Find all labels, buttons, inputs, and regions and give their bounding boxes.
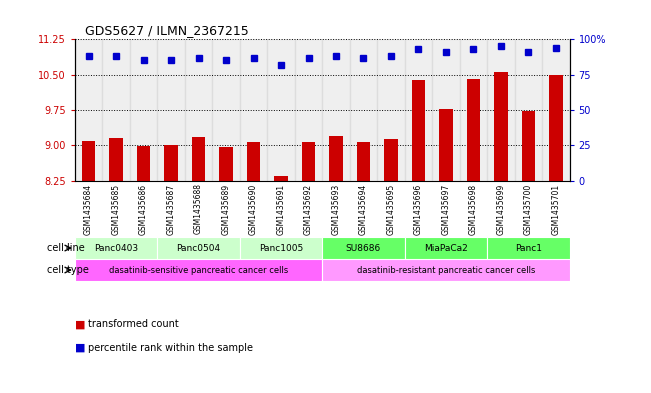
Text: Panc0403: Panc0403 [94, 244, 138, 253]
Bar [357, 142, 370, 180]
Text: GSM1435689: GSM1435689 [221, 184, 230, 235]
Text: percentile rank within the sample: percentile rank within the sample [88, 343, 253, 353]
Bar [301, 142, 315, 180]
Bar [240, 39, 268, 180]
Bar [405, 237, 487, 259]
Bar [377, 39, 405, 180]
Bar [295, 39, 322, 180]
Bar [130, 39, 158, 180]
Bar [212, 39, 240, 180]
Bar [322, 39, 350, 180]
Bar [405, 39, 432, 180]
Text: GSM1435686: GSM1435686 [139, 184, 148, 235]
Text: GSM1435699: GSM1435699 [497, 184, 505, 235]
Bar [521, 111, 535, 180]
Bar [164, 145, 178, 180]
Text: cell type: cell type [48, 265, 89, 275]
Bar [384, 139, 398, 180]
Bar [82, 141, 96, 180]
Text: ■: ■ [75, 343, 85, 353]
Bar [274, 176, 288, 180]
Bar [439, 108, 453, 180]
Text: GSM1435693: GSM1435693 [331, 184, 340, 235]
Text: GSM1435695: GSM1435695 [387, 184, 395, 235]
Bar [75, 39, 102, 180]
Bar [102, 39, 130, 180]
Text: GSM1435694: GSM1435694 [359, 184, 368, 235]
Bar [487, 237, 570, 259]
Text: GSM1435698: GSM1435698 [469, 184, 478, 235]
Text: SU8686: SU8686 [346, 244, 381, 253]
Bar [515, 39, 542, 180]
Text: cell line: cell line [48, 243, 85, 253]
Text: GSM1435688: GSM1435688 [194, 184, 203, 234]
Bar [109, 138, 123, 180]
Bar [467, 79, 480, 180]
Bar [75, 259, 322, 281]
Bar [137, 146, 150, 180]
Bar [219, 147, 233, 180]
Text: GSM1435685: GSM1435685 [111, 184, 120, 235]
Text: GSM1435697: GSM1435697 [441, 184, 450, 235]
Bar [411, 80, 425, 180]
Bar [191, 137, 206, 180]
Text: GSM1435701: GSM1435701 [551, 184, 561, 235]
Text: GSM1435696: GSM1435696 [414, 184, 423, 235]
Text: GDS5627 / ILMN_2367215: GDS5627 / ILMN_2367215 [85, 24, 249, 37]
Bar [542, 39, 570, 180]
Bar [185, 39, 212, 180]
Text: dasatinib-sensitive pancreatic cancer cells: dasatinib-sensitive pancreatic cancer ce… [109, 266, 288, 274]
Text: dasatinib-resistant pancreatic cancer cells: dasatinib-resistant pancreatic cancer ce… [357, 266, 535, 274]
Bar [240, 237, 322, 259]
Text: MiaPaCa2: MiaPaCa2 [424, 244, 468, 253]
Bar [322, 259, 570, 281]
Bar [75, 237, 158, 259]
Bar [432, 39, 460, 180]
Text: Panc1005: Panc1005 [259, 244, 303, 253]
Bar [549, 75, 562, 180]
Text: GSM1435684: GSM1435684 [84, 184, 93, 235]
Bar [268, 39, 295, 180]
Bar [247, 142, 260, 180]
Text: GSM1435692: GSM1435692 [304, 184, 313, 235]
Text: GSM1435700: GSM1435700 [524, 184, 533, 235]
Bar [487, 39, 515, 180]
Bar [350, 39, 377, 180]
Text: transformed count: transformed count [88, 319, 178, 329]
Text: Panc0504: Panc0504 [176, 244, 221, 253]
Text: ■: ■ [75, 319, 85, 329]
Bar [460, 39, 487, 180]
Bar [494, 72, 508, 180]
Bar [329, 136, 343, 180]
Bar [158, 237, 240, 259]
Text: GSM1435690: GSM1435690 [249, 184, 258, 235]
Text: GSM1435687: GSM1435687 [167, 184, 176, 235]
Bar [158, 39, 185, 180]
Text: Panc1: Panc1 [515, 244, 542, 253]
Bar [322, 237, 405, 259]
Text: GSM1435691: GSM1435691 [277, 184, 286, 235]
